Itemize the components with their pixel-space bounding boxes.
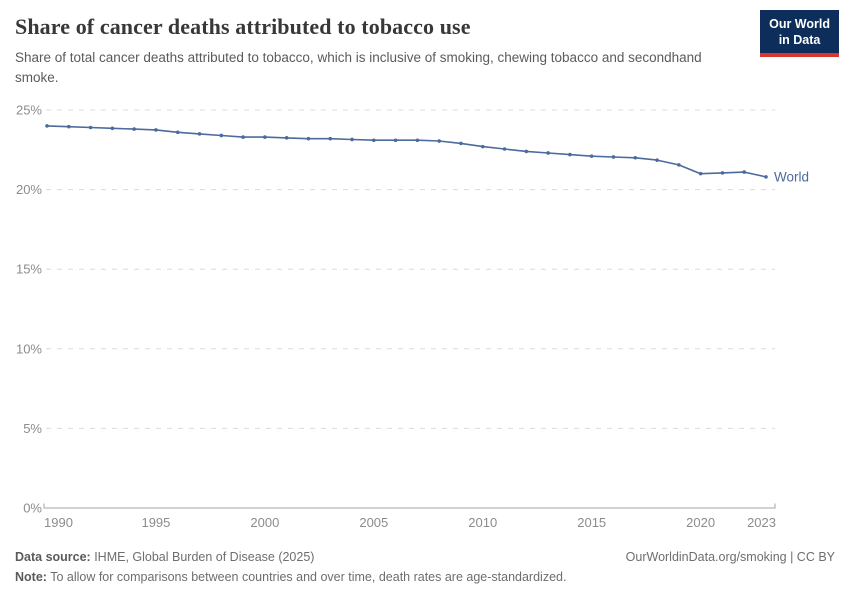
- data-point[interactable]: [611, 155, 616, 159]
- x-tick-label: 2005: [359, 515, 388, 530]
- x-tick-label: 2000: [250, 515, 279, 530]
- data-point[interactable]: [502, 147, 507, 151]
- data-point[interactable]: [720, 171, 725, 175]
- page-title: Share of cancer deaths attributed to tob…: [15, 14, 471, 39]
- owid-logo-line2: in Data: [778, 33, 821, 48]
- data-source-label: Data source:: [15, 550, 91, 564]
- x-tick-label: 2010: [468, 515, 497, 530]
- owid-logo-line1: Our World: [769, 17, 830, 31]
- data-point[interactable]: [698, 171, 703, 176]
- y-tick-label: 15%: [16, 262, 42, 277]
- data-point[interactable]: [459, 141, 463, 146]
- data-point[interactable]: [589, 154, 594, 158]
- note-label: Note:: [15, 570, 47, 584]
- data-point[interactable]: [132, 127, 136, 131]
- x-tick-label: 2020: [686, 515, 715, 530]
- data-point[interactable]: [568, 152, 572, 157]
- x-tick-label: 2023: [747, 515, 776, 530]
- y-tick-label: 25%: [16, 103, 42, 118]
- data-point[interactable]: [175, 130, 180, 135]
- data-point[interactable]: [372, 138, 376, 143]
- x-tick-label: 2015: [577, 515, 606, 530]
- data-point[interactable]: [393, 138, 398, 143]
- data-point[interactable]: [633, 155, 638, 160]
- x-axis-line: [43, 503, 776, 509]
- note-line: Note: To allow for comparisons between c…: [15, 567, 835, 587]
- data-point[interactable]: [524, 149, 529, 154]
- data-point[interactable]: [219, 133, 224, 138]
- data-point[interactable]: [742, 170, 747, 174]
- data-point[interactable]: [415, 138, 420, 143]
- data-point[interactable]: [263, 135, 267, 139]
- note-text: To allow for comparisons between countri…: [46, 570, 567, 584]
- data-point[interactable]: [306, 136, 311, 141]
- x-tick-label: 1990: [44, 515, 73, 530]
- data-point[interactable]: [284, 136, 289, 140]
- data-source-line: Data source: IHME, Global Burden of Dise…: [15, 547, 314, 567]
- credit-link[interactable]: OurWorldinData.org/smoking | CC BY: [625, 550, 835, 564]
- chart-subtitle: Share of total cancer deaths attributed …: [15, 50, 702, 85]
- data-point[interactable]: [154, 128, 158, 132]
- data-point[interactable]: [328, 136, 333, 141]
- data-point[interactable]: [437, 139, 441, 143]
- data-point[interactable]: [350, 137, 354, 142]
- data-point[interactable]: [66, 124, 71, 129]
- data-point[interactable]: [764, 175, 768, 179]
- data-point[interactable]: [546, 151, 550, 155]
- y-tick-label: 5%: [23, 421, 42, 436]
- entity-label[interactable]: World: [774, 169, 809, 184]
- data-point[interactable]: [45, 124, 49, 128]
- data-point[interactable]: [110, 126, 115, 131]
- series-line[interactable]: [46, 125, 767, 178]
- y-tick-label: 0%: [23, 501, 42, 516]
- y-tick-label: 20%: [16, 182, 42, 197]
- owid-logo: Our World in Data: [760, 10, 839, 57]
- data-point[interactable]: [480, 144, 485, 149]
- data-point[interactable]: [655, 158, 659, 162]
- data-source-text: IHME, Global Burden of Disease (2025): [90, 550, 315, 564]
- data-point[interactable]: [197, 132, 202, 136]
- data-point[interactable]: [677, 163, 681, 167]
- x-tick-label: 1995: [141, 515, 170, 530]
- chart-header: Share of cancer deaths attributed to tob…: [15, 10, 839, 87]
- chart-footer: Data source: IHME, Global Burden of Dise…: [15, 547, 835, 587]
- data-point[interactable]: [241, 135, 245, 139]
- data-point[interactable]: [88, 125, 93, 130]
- series-world[interactable]: World: [45, 124, 809, 184]
- y-tick-label: 10%: [16, 341, 42, 356]
